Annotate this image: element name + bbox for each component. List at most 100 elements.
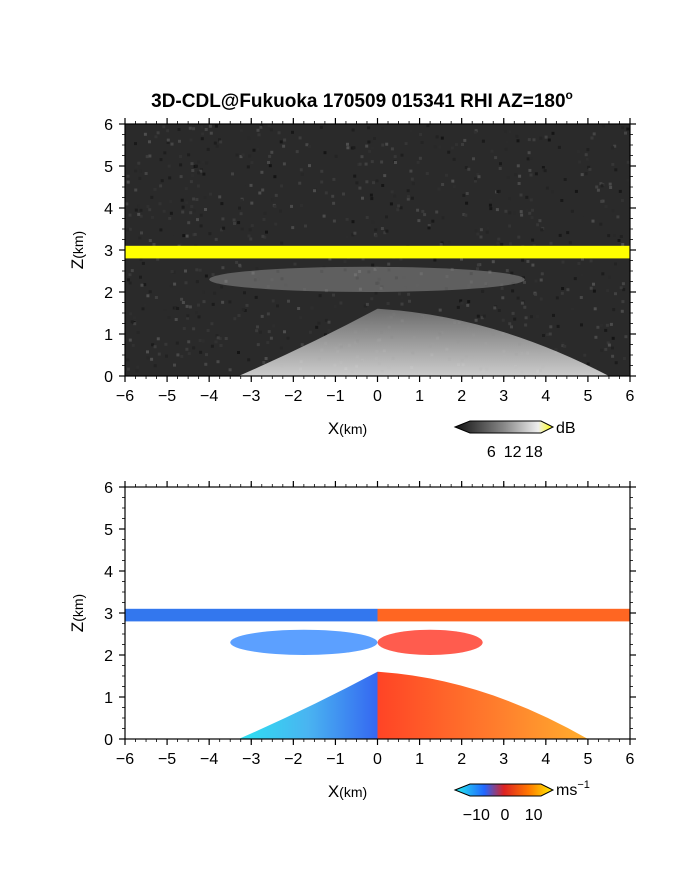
y-tick-label: 6 [104, 117, 113, 134]
noise-speck [148, 290, 152, 294]
noise-speck [527, 151, 531, 155]
noise-speck [216, 336, 220, 340]
x-tick-label: 2 [457, 751, 466, 768]
noise-speck [192, 346, 196, 350]
noise-speck [383, 231, 387, 235]
noise-speck [560, 199, 564, 202]
noise-speck [179, 243, 183, 246]
noise-speck [279, 346, 283, 350]
noise-speck [273, 175, 277, 179]
noise-speck [290, 204, 293, 208]
noise-speck [151, 215, 154, 219]
noise-speck [129, 263, 133, 267]
noise-speck [197, 160, 201, 164]
noise-speck [210, 322, 214, 326]
noise-speck [146, 294, 150, 298]
noise-speck [351, 220, 355, 224]
noise-speck [549, 325, 553, 329]
noise-speck [536, 223, 540, 227]
noise-speck [239, 199, 243, 203]
noise-speck [187, 221, 191, 225]
velocity-colorbar-tick: −10 [463, 807, 490, 824]
noise-speck [387, 262, 391, 266]
x-tick-label: 2 [457, 388, 466, 405]
noise-speck [218, 337, 222, 341]
noise-speck [176, 353, 180, 357]
noise-speck [192, 209, 196, 213]
noise-speck [406, 197, 410, 201]
noise-speck [126, 358, 130, 362]
noise-speck [143, 283, 147, 287]
x-tick-label: 1 [415, 388, 424, 405]
noise-speck [283, 330, 286, 334]
noise-speck [162, 125, 166, 129]
noise-speck [168, 216, 172, 220]
noise-speck [135, 369, 139, 373]
noise-speck [433, 258, 437, 262]
noise-speck [381, 126, 384, 130]
noise-speck [620, 199, 624, 202]
noise-speck [279, 140, 283, 144]
noise-speck [590, 136, 594, 140]
noise-speck [528, 211, 532, 215]
noise-speck [419, 133, 423, 136]
noise-speck [269, 128, 273, 132]
noise-speck [534, 172, 538, 176]
noise-speck [267, 161, 270, 164]
noise-speck [581, 257, 584, 261]
reflectivity-colorbar-unit: dB [556, 420, 576, 437]
noise-speck [239, 212, 243, 216]
noise-speck [614, 168, 618, 172]
noise-speck [138, 169, 142, 173]
noise-speck [617, 239, 621, 242]
noise-speck [267, 124, 271, 127]
noise-speck [131, 343, 135, 347]
noise-speck [280, 241, 284, 245]
noise-speck [612, 216, 616, 220]
noise-speck [195, 280, 199, 284]
noise-speck [478, 226, 482, 230]
noise-speck [148, 154, 152, 158]
noise-speck [599, 182, 603, 186]
noise-speck [624, 335, 628, 339]
noise-speck [179, 175, 183, 179]
noise-speck [242, 185, 246, 189]
noise-speck [524, 316, 528, 320]
noise-speck [146, 350, 149, 354]
y-tick-label: 1 [104, 327, 113, 344]
noise-speck [589, 286, 593, 290]
noise-speck [291, 226, 295, 230]
noise-speck [211, 302, 215, 306]
noise-speck [197, 171, 201, 175]
noise-speck [195, 311, 199, 315]
noise-speck [159, 158, 163, 162]
noise-speck [604, 204, 608, 208]
noise-speck [282, 144, 286, 148]
noise-speck [274, 193, 278, 197]
y-tick-label: 3 [104, 243, 113, 260]
noise-speck [246, 165, 250, 169]
noise-speck [256, 343, 260, 347]
x-tick-label: 1 [415, 751, 424, 768]
noise-speck [168, 176, 172, 180]
noise-speck [250, 201, 254, 205]
noise-speck [237, 221, 241, 225]
noise-speck [508, 242, 512, 246]
noise-speck [126, 180, 130, 184]
noise-speck [578, 160, 582, 164]
noise-speck [334, 154, 338, 158]
noise-speck [206, 147, 210, 151]
noise-speck [568, 241, 572, 245]
noise-speck [513, 317, 517, 321]
noise-speck [447, 150, 451, 154]
noise-speck [273, 204, 277, 208]
noise-speck [476, 314, 480, 318]
velocity-colorbar-tick: 10 [525, 807, 543, 824]
noise-speck [193, 232, 197, 236]
noise-speck [126, 174, 130, 178]
noise-speck [462, 193, 466, 197]
noise-speck [185, 201, 189, 205]
noise-speck [141, 307, 145, 311]
noise-speck [298, 181, 302, 185]
noise-speck [190, 205, 194, 208]
